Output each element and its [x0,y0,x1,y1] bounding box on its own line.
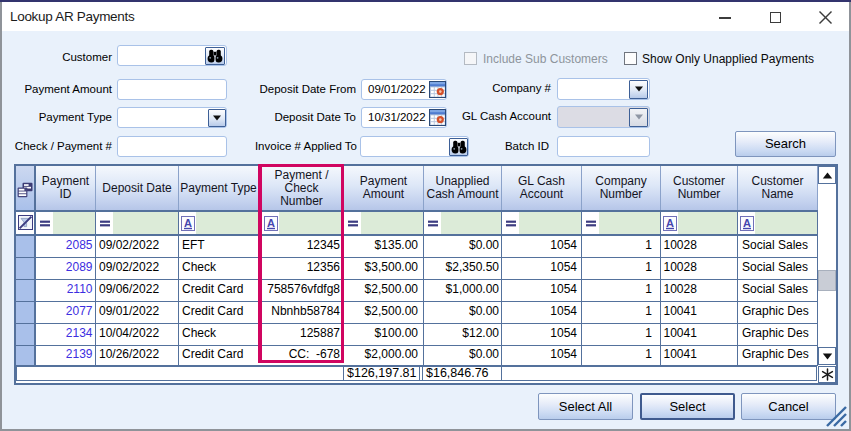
svg-text:A: A [743,217,751,229]
svg-text:A: A [666,217,674,229]
svg-text:A: A [184,217,192,229]
